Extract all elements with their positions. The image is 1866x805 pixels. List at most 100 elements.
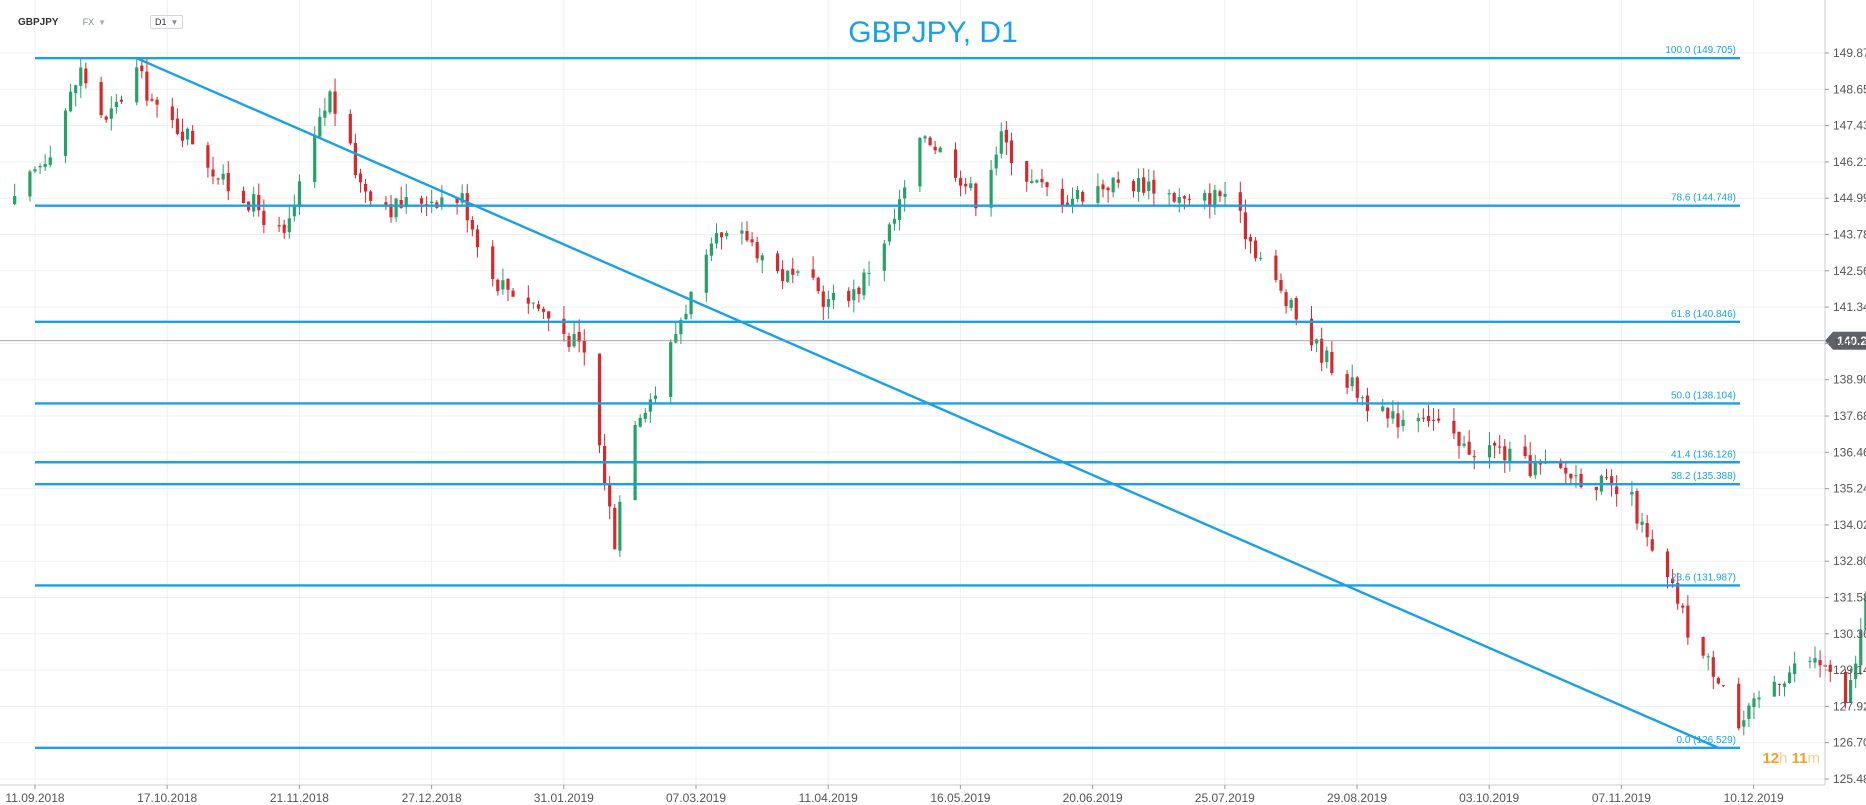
candle-body-up [1391,411,1395,419]
candle-body-down [84,68,88,84]
candle-body-up [938,147,942,153]
candle-body-up [725,232,729,237]
candle-body-down [821,291,825,307]
y-tick-label: 148.659 [1833,82,1866,96]
candle-body-up [1706,656,1710,658]
candle-body-down [399,200,403,208]
candle-body-up [1487,445,1492,458]
candle-body-down [1503,446,1507,461]
candle-body-down [1665,551,1670,577]
candle-body-down [1243,212,1247,240]
y-tick-label: 142.560 [1833,264,1866,278]
y-tick-label: 140.120 [1833,336,1866,350]
chevron-down-icon[interactable]: ▼ [98,17,107,27]
candle-body-down [1818,660,1822,666]
candle-body-down [750,239,754,243]
candle-body-down [1009,140,1014,164]
candle-body-up [796,271,800,273]
candlestick-series [13,58,1866,736]
candle-body-down [99,81,103,116]
candle-body-down [791,268,795,275]
candle-body-down [226,172,230,192]
candle-body-up [897,199,902,220]
x-axis[interactable]: 11.09.2018 17.10.2018 21.11.2018 27.12.2018… [0,784,1825,805]
fib-level-label: 100.0 (149.705) [1665,45,1736,56]
countdown-minutes-unit: m [1807,750,1821,767]
candle-body-down [1081,191,1085,202]
grid-lines [0,0,1825,785]
candle-body-up [1223,193,1227,197]
candle-body-down [145,71,149,101]
candle-body-down [1828,664,1832,672]
y-axis[interactable]: 149.879 148.659 147.439 146.219 144.999 143.7… [1824,0,1866,786]
candle-body-down [455,198,459,203]
candle-body-down [241,190,246,204]
candle-body-up [1289,299,1293,308]
countdown-hours: 12 [1762,750,1780,767]
x-tick-label: 17.10.2018 [137,791,197,805]
candle-body-up [669,342,673,397]
candle-body-up [1533,463,1537,476]
candle-body-down [511,290,515,297]
fibonacci-levels[interactable]: 100.0 (149.705) 78.6 (144.748) 61.8 (140.8… [35,45,1740,750]
y-tick-label: 126.702 [1833,736,1866,750]
candle-body-up [1416,417,1420,422]
candle-body-down [1615,486,1619,495]
candle-body-down [1004,129,1008,143]
y-tick-label: 138.900 [1833,373,1866,387]
candle-body-up [999,131,1003,154]
candle-body-down [1498,446,1502,448]
candle-body-down [1594,486,1598,491]
candle-body-down [1172,193,1176,202]
candle-body-down [847,290,851,302]
candle-body-up [831,292,836,301]
timeframe-select[interactable]: D1 ▼ [150,15,184,29]
y-tick-label: 147.439 [1833,119,1866,133]
candle-body-up [221,173,225,180]
x-tick-label: 20.06.2019 [1063,791,1123,805]
candle-body-down [755,241,759,259]
candle-body-down [1609,476,1614,485]
candle-body-down [775,253,780,272]
x-tick-label: 11.09.2018 [5,791,64,805]
candle-body-up [1075,190,1080,199]
y-tick-label: 135.241 [1833,482,1866,496]
candle-body-up [923,136,927,139]
candle-body-down [369,191,373,201]
chart-header: GBPJPY FX ▼ D1 ▼ [18,14,184,30]
candle-body-up [404,197,408,208]
candle-body-up [1782,683,1787,687]
candle-body-down [175,118,179,134]
current-price: 140.208 [0,331,1866,350]
y-tick-label: 125.482 [1833,772,1866,786]
candle-body-down [1208,193,1212,207]
candle-body-down [953,149,958,178]
candle-body-down [1386,407,1390,419]
candle-body-down [1187,198,1192,200]
candle-body-up [1111,177,1115,193]
trend-line[interactable] [136,57,1719,749]
x-tick-label: 07.11.2019 [1592,791,1651,805]
candle-body-down [211,169,215,177]
fib-level-label: 0.0 (126.529) [1677,735,1737,746]
countdown-hours-unit: h [1779,750,1788,767]
candle-body-down [597,353,602,446]
candle-body-down [1579,473,1583,488]
candle-body-down [1645,523,1649,538]
candle-body-up [618,501,622,551]
timeframe-label: D1 [155,17,167,27]
candle-body-up [1360,397,1364,399]
candle-body-down [358,173,363,183]
candle-body-up [1462,443,1466,446]
market-label: FX [82,17,95,27]
candle-body-up [440,197,444,208]
candle-body-down [608,484,612,507]
candle-body-down [119,99,124,102]
candle-body-up [501,280,505,290]
candle-body-up [969,183,973,189]
y-tick-label: 136.461 [1833,445,1866,459]
candle-body-down [1131,181,1136,192]
candle-body-down [277,225,281,227]
candle-body-up [989,169,993,208]
